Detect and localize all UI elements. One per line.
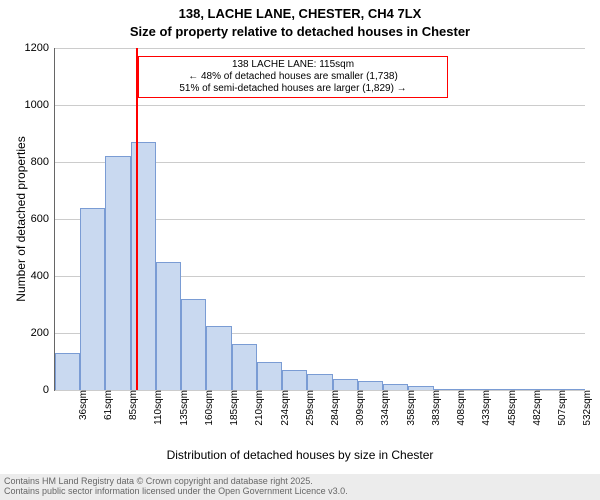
chart-title-line2: Size of property relative to detached ho… [0,24,600,39]
attribution-footer: Contains HM Land Registry data © Crown c… [0,474,600,500]
xtick-label: 234sqm [274,390,291,426]
annotation-line1: 138 LACHE LANE: 115sqm [145,59,441,71]
x-axis-label: Distribution of detached houses by size … [0,448,600,462]
xtick-label: 408sqm [450,390,467,426]
y-axis-label: Number of detached properties [14,136,28,301]
footer-line1: Contains HM Land Registry data © Crown c… [4,476,596,486]
xtick-label: 383sqm [425,390,442,426]
xtick-label: 507sqm [551,390,568,426]
histogram-bar [358,381,383,390]
xtick-label: 135sqm [173,390,190,426]
ytick-label: 400 [31,270,55,282]
ytick-label: 800 [31,156,55,168]
histogram-bar [156,262,181,390]
xtick-label: 185sqm [223,390,240,426]
property-marker-line [136,48,138,390]
ytick-label: 200 [31,327,55,339]
xtick-label: 458sqm [501,390,518,426]
ytick-label: 0 [43,384,55,396]
gridline [55,48,585,49]
xtick-label: 160sqm [198,390,215,426]
histogram-bar [55,353,80,390]
gridline [55,105,585,106]
histogram-bar [105,156,130,390]
xtick-label: 61sqm [97,390,114,420]
histogram-bar [181,299,206,390]
ytick-label: 1200 [25,42,55,54]
xtick-label: 210sqm [248,390,265,426]
xtick-label: 482sqm [526,390,543,426]
marker-annotation: 138 LACHE LANE: 115sqm ← 48% of detached… [138,56,448,98]
xtick-label: 85sqm [122,390,139,420]
xtick-label: 36sqm [72,390,89,420]
histogram-bar [131,142,156,390]
annotation-line2: ← 48% of detached houses are smaller (1,… [145,71,441,83]
histogram-bar [333,379,358,390]
histogram-bar [307,374,332,390]
xtick-label: 309sqm [349,390,366,426]
footer-line2: Contains public sector information licen… [4,486,596,496]
ytick-label: 600 [31,213,55,225]
xtick-label: 358sqm [400,390,417,426]
xtick-label: 433sqm [475,390,492,426]
histogram-bar [257,362,282,391]
xtick-label: 259sqm [299,390,316,426]
annotation-line3: 51% of semi-detached houses are larger (… [145,83,441,95]
xtick-label: 110sqm [147,390,164,425]
xtick-label: 532sqm [576,390,593,426]
histogram-bar [232,344,257,390]
histogram-bar [206,326,231,390]
ytick-label: 1000 [25,99,55,111]
histogram-bar [282,370,307,390]
xtick-label: 284sqm [324,390,341,426]
histogram-plot: 02004006008001000120036sqm61sqm85sqm110s… [54,48,585,391]
xtick-label: 334sqm [374,390,391,426]
histogram-bar [80,208,105,390]
chart-title-line1: 138, LACHE LANE, CHESTER, CH4 7LX [0,6,600,21]
